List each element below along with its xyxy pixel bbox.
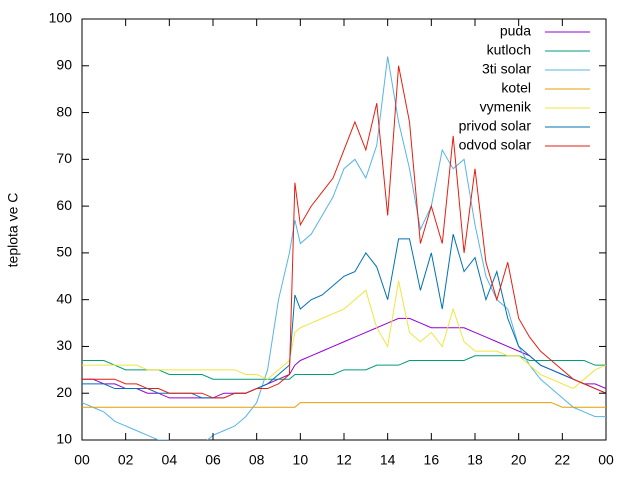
y-tick-label: 50 (56, 244, 72, 260)
legend-label: kotel (501, 80, 531, 96)
y-tick-label: 10 (56, 431, 72, 447)
y-tick-label: 20 (56, 384, 72, 400)
series-line (82, 317, 606, 399)
x-tick-label: 16 (424, 452, 440, 468)
x-tick-label: 04 (162, 452, 178, 468)
series-line (82, 402, 606, 408)
legend-label: vymenik (480, 99, 532, 115)
x-tick-label: 02 (118, 452, 134, 468)
y-tick-label: 80 (56, 103, 72, 119)
series-line (82, 280, 606, 390)
y-tick-label: 40 (56, 290, 72, 306)
x-tick-label: 00 (74, 452, 90, 468)
x-tick-label: 14 (380, 452, 396, 468)
x-tick-label: 18 (467, 452, 483, 468)
legend-label: kutloch (487, 42, 531, 58)
series-line (82, 56, 606, 440)
y-tick-label: 60 (56, 197, 72, 213)
x-tick-label: 22 (555, 452, 571, 468)
series-line (82, 65, 606, 399)
legend-label: puda (500, 23, 531, 39)
legend-label: privod solar (459, 118, 532, 134)
x-tick-label: 08 (249, 452, 265, 468)
series-line (82, 355, 606, 380)
legend-label: odvod solar (459, 137, 532, 153)
series-line (82, 234, 606, 399)
legend-label: 3ti solar (482, 61, 531, 77)
x-tick-label: 20 (511, 452, 527, 468)
plot-lines (82, 56, 606, 440)
x-tick-label: 10 (293, 452, 309, 468)
x-tick-label: 12 (336, 452, 352, 468)
y-tick-label: 90 (56, 56, 72, 72)
y-axis-label: teplota ve C (5, 193, 21, 268)
x-tick-label: 06 (205, 452, 221, 468)
y-tick-label: 30 (56, 337, 72, 353)
y-tick-label: 70 (56, 150, 72, 166)
y-tick-label: 100 (49, 10, 73, 26)
x-tick-label: 00 (598, 452, 614, 468)
